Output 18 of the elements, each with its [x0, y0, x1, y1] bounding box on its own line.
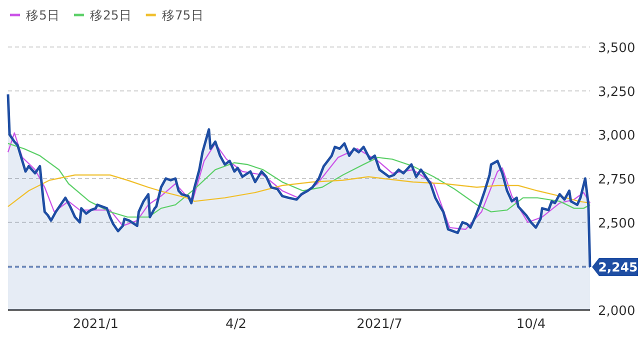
y-tick-label: 3,250	[598, 84, 636, 100]
y-tick-label: 2,500	[598, 216, 636, 232]
y-tick-label: 3,500	[598, 41, 636, 56]
legend-label: 移5日	[26, 8, 60, 22]
y-tick-label: 2,000	[598, 304, 636, 319]
legend-label: 移25日	[90, 8, 132, 22]
legend-label: 移75日	[162, 8, 204, 22]
x-tick-label: 2021/1	[72, 317, 119, 332]
line-series	[7, 132, 591, 230]
ref-label: 2,245	[592, 258, 638, 276]
y-tick-label: 3,000	[598, 128, 636, 144]
x-tick-label: 2021/7	[356, 317, 402, 332]
x-tick-label: 10/4	[516, 317, 546, 332]
x-tick-label: 4/2	[226, 317, 246, 332]
line-series	[7, 174, 591, 208]
line-series	[7, 142, 591, 218]
ref-line-label: 2,245	[598, 260, 638, 275]
y-tick-label: 2,750	[598, 172, 636, 188]
